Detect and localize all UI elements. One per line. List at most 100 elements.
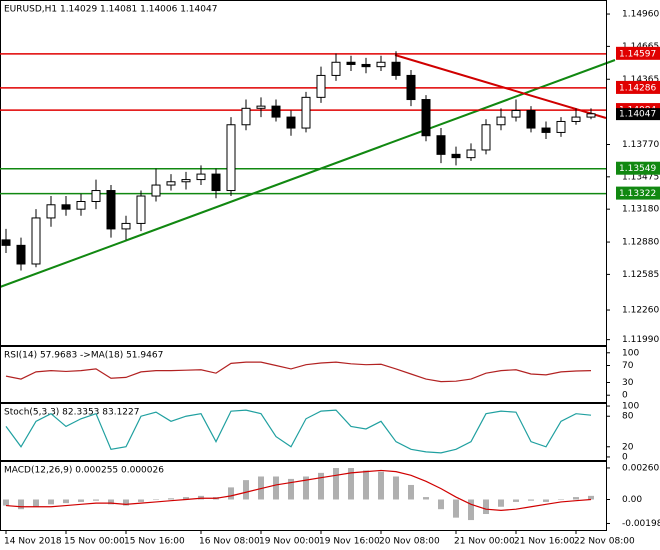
histogram-bar: [18, 499, 24, 510]
candle-body: [106, 190, 116, 230]
x-tick-label: 22 Nov 08:00: [574, 537, 635, 547]
candle-body: [301, 96, 311, 129]
y-tick-label: 1.11990: [622, 335, 659, 345]
histogram-bar: [423, 497, 429, 500]
candle-body: [571, 116, 581, 122]
x-tick-label: 21 Nov 00:00: [454, 537, 515, 547]
candle-body: [526, 110, 536, 129]
level-label-box: [616, 46, 660, 60]
y-tick-label: 0.002605: [622, 463, 660, 473]
candle-body: [406, 74, 416, 101]
histogram-bar: [453, 499, 459, 518]
indicator-line: [5, 361, 592, 383]
level-label-box: [616, 80, 660, 94]
candle-body: [136, 195, 146, 224]
panel-title: MACD(12,26,9) 0.000255 0.000026: [4, 466, 164, 476]
x-tick-label: 21 Nov 16:00: [514, 537, 575, 547]
histogram-bar: [33, 499, 39, 507]
y-tick-label: 1.12880: [622, 238, 659, 248]
level-label-box: [616, 186, 660, 200]
x-tick-label: 20 Nov 08:00: [379, 537, 440, 547]
panel-frame: [0, 0, 607, 346]
candle-body: [151, 184, 161, 197]
level-label: 1.13322: [619, 189, 656, 199]
x-tick-label: 15 Nov 16:00: [124, 537, 185, 547]
level-label: 1.14286: [619, 83, 656, 93]
panel-title: Stoch(5,3,3) 82.3353 83.1227: [4, 408, 139, 418]
y-tick-label: 70: [622, 361, 634, 371]
y-tick-label: 0: [622, 452, 628, 462]
level-label-box: [616, 161, 660, 175]
y-tick-label: 30: [622, 378, 634, 388]
candle-body: [91, 190, 101, 202]
x-tick-label: 14 Nov 2018: [4, 537, 62, 547]
level-label: 1.14597: [619, 49, 656, 59]
histogram-bar: [333, 468, 339, 500]
x-tick-label: 19 Nov 00:00: [259, 537, 320, 547]
candle-body: [226, 124, 236, 192]
histogram-bar: [543, 499, 549, 502]
histogram-bar: [468, 499, 474, 521]
histogram-bar: [573, 497, 579, 500]
trend-line: [394, 54, 607, 119]
histogram-bar: [78, 499, 84, 502]
histogram-bar: [153, 499, 159, 500]
candle-body: [166, 181, 176, 186]
candle-body: [196, 173, 206, 181]
candle-body: [391, 61, 401, 76]
level-label: 1.13549: [619, 164, 656, 174]
histogram-bar: [63, 499, 69, 504]
candle-body: [496, 116, 506, 126]
histogram-bar: [363, 470, 369, 500]
histogram-bar: [198, 495, 204, 500]
histogram-bar: [168, 498, 174, 500]
candle-body: [361, 63, 371, 68]
histogram-bar: [408, 484, 414, 500]
signal-line: [5, 469, 592, 511]
candle-body: [436, 135, 446, 155]
histogram-bar: [183, 497, 189, 500]
histogram-bar: [48, 499, 54, 505]
histogram-bar: [93, 499, 99, 501]
candle-body: [271, 105, 281, 118]
candle-body: [376, 61, 386, 68]
candle-body: [421, 99, 431, 137]
candle-body: [1, 239, 11, 246]
y-tick-label: 1.13475: [622, 172, 659, 182]
x-tick-label: 15 Nov 00:00: [64, 537, 125, 547]
histogram-bar: [138, 499, 144, 502]
y-tick-label: 1.13770: [622, 140, 659, 150]
x-tick-label: 19 Nov 16:00: [319, 537, 380, 547]
y-tick-label: 0: [622, 391, 628, 401]
y-tick-label: 1.12260: [622, 306, 659, 316]
histogram-bar: [243, 480, 249, 500]
trend-line: [0, 59, 616, 288]
candle-body: [211, 173, 221, 192]
histogram-bar: [513, 499, 519, 502]
candle-body: [466, 149, 476, 159]
candle-body: [331, 61, 341, 76]
y-tick-label: -0.00198: [622, 519, 660, 529]
histogram-bar: [438, 499, 444, 510]
histogram-bar: [123, 499, 129, 506]
panel-frame: [0, 403, 607, 461]
candle-body: [46, 204, 56, 219]
histogram-bar: [288, 478, 294, 500]
candle-body: [31, 217, 41, 265]
candle-body: [586, 113, 596, 118]
y-tick-label: 100: [622, 348, 639, 358]
panel-frame: [0, 461, 607, 531]
histogram-bar: [483, 499, 489, 515]
candle-body: [16, 244, 26, 265]
candle-body: [181, 179, 191, 183]
panel-title: EURUSD,H1 1.14029 1.14081 1.14006 1.1404…: [4, 5, 217, 15]
histogram-bar: [393, 476, 399, 500]
y-tick-label: 1.13180: [622, 205, 659, 215]
y-tick-label: 1.14365: [622, 75, 659, 85]
y-tick-label: 0.00: [622, 495, 642, 505]
y-tick-label: 20: [622, 442, 634, 452]
candle-body: [121, 222, 131, 230]
histogram-bar: [318, 472, 324, 500]
